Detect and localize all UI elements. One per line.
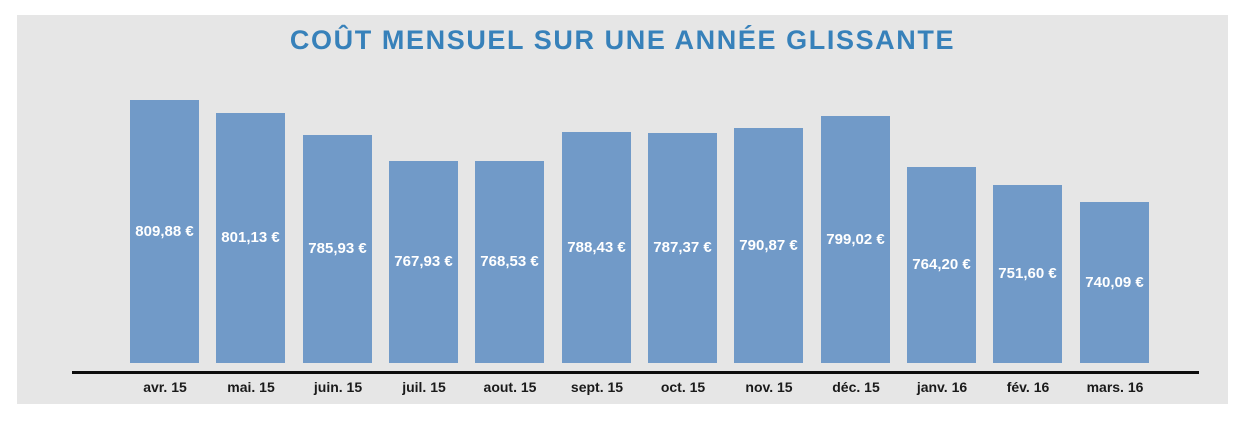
chart-bar: 740,09 €	[1080, 202, 1149, 363]
bar-value-label: 801,13 €	[221, 229, 280, 246]
bar-value-label: 788,43 €	[567, 239, 626, 256]
x-tick-label: oct. 15	[660, 379, 706, 395]
bar-value-label: 767,93 €	[394, 253, 453, 270]
bar-value-label: 768,53 €	[480, 253, 539, 270]
bar-value-label: 787,37 €	[653, 239, 712, 256]
x-tick-label: juil. 15	[402, 379, 446, 395]
chart-bar: 787,37 €	[648, 133, 717, 363]
bar-value-label: 740,09 €	[1085, 274, 1144, 291]
x-tick-label: mai. 15	[227, 379, 275, 395]
bar-value-label: 809,88 €	[135, 223, 194, 240]
chart-bar: 809,88 €	[130, 100, 199, 363]
x-tick-label: juin. 15	[313, 379, 363, 395]
chart-title: COÛT MENSUEL SUR UNE ANNÉE GLISSANTE	[289, 25, 956, 55]
chart-bar: 785,93 €	[303, 135, 372, 363]
x-axis-line	[72, 371, 1199, 374]
x-tick-label: nov. 15	[745, 379, 793, 395]
chart-bar: 767,93 €	[389, 161, 458, 363]
x-tick-label: fév. 16	[1006, 379, 1050, 395]
bar-value-label: 785,93 €	[308, 240, 367, 257]
bar-value-label: 790,87 €	[739, 237, 798, 254]
chart-bar: 788,43 €	[562, 132, 631, 363]
x-tick-label: avr. 15	[143, 379, 187, 395]
x-tick-label: sept. 15	[570, 379, 624, 395]
chart-bar: 799,02 €	[821, 116, 890, 363]
chart-bar: 768,53 €	[475, 161, 544, 363]
chart-bar: 751,60 €	[993, 185, 1062, 363]
bar-value-label: 751,60 €	[998, 265, 1057, 282]
x-tick-label: aout. 15	[483, 379, 537, 395]
chart-bar: 764,20 €	[907, 167, 976, 363]
x-tick-label: déc. 15	[832, 379, 880, 395]
chart-bar: 790,87 €	[734, 128, 803, 363]
x-tick-label: janv. 16	[916, 379, 968, 395]
bar-value-label: 764,20 €	[912, 256, 971, 273]
bar-value-label: 799,02 €	[826, 231, 885, 248]
x-tick-label: mars. 16	[1086, 379, 1144, 395]
chart-bar: 801,13 €	[216, 113, 285, 363]
